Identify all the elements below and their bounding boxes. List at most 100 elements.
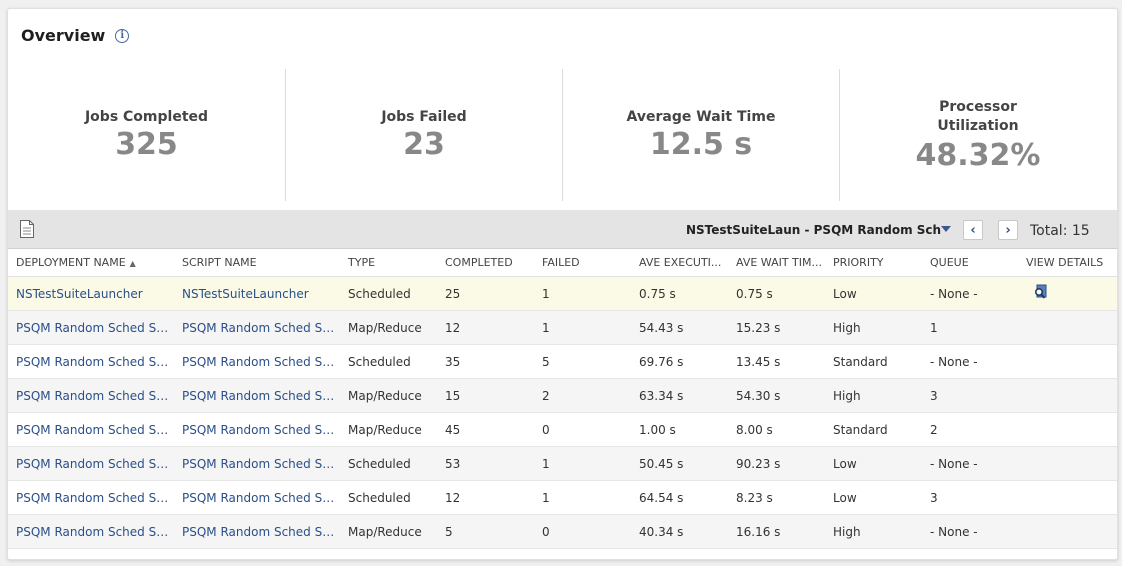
priority-cell: Standard (825, 412, 922, 447)
stat-value: 325 (115, 126, 178, 162)
column-header-failed[interactable]: FAILED (534, 249, 631, 277)
completed-cell: 12 (437, 480, 534, 515)
script-name-link[interactable]: NSTestSuiteLauncher (174, 276, 340, 311)
deployment-name-link[interactable]: PSQM Random Sched Sc... (8, 480, 174, 515)
priority-cell: Low (825, 276, 922, 311)
stat-label: Jobs Failed (381, 108, 467, 125)
prev-page-button[interactable]: ‹ (963, 220, 983, 240)
view-details-icon[interactable] (1033, 284, 1049, 303)
column-header-ave-execution[interactable]: AVE EXECUTI... (631, 249, 728, 277)
sort-ascending-icon: ▲ (129, 259, 136, 268)
stat-processor-utilization: Processor Utilization 48.32% (839, 69, 1116, 201)
ave-wait-cell: 15.23 s (728, 310, 825, 345)
ave-wait-cell: 90.23 s (728, 446, 825, 481)
completed-cell: 12 (437, 310, 534, 345)
queue-cell: 2 (922, 412, 1018, 447)
table-row[interactable]: PSQM Random Sched Sc... PSQM Random Sche… (8, 378, 1117, 413)
deployment-name-link[interactable]: PSQM Random Sched Sc... (8, 310, 174, 345)
script-name-link[interactable]: PSQM Random Sched Sc... (174, 378, 340, 413)
script-name-link[interactable]: PSQM Random Sched Sc... (174, 480, 340, 515)
queue-cell: 3 (922, 378, 1018, 413)
ave-wait-cell: 0.75 s (728, 276, 825, 311)
stat-label: Jobs Completed (84, 108, 209, 125)
next-page-button[interactable]: › (998, 220, 1018, 240)
deployment-name-link[interactable]: PSQM Random Sched Sc... (8, 514, 174, 549)
table-row[interactable]: PSQM Random Sched Sc... PSQM Random Sche… (8, 446, 1117, 481)
queue-cell: - None - (922, 514, 1018, 549)
table-header-row: DEPLOYMENT NAME ▲ SCRIPT NAME TYPE COMPLE… (8, 249, 1117, 277)
table-toolbar: NSTestSuiteLaun - PSQM Random Sch ‹ › To… (8, 210, 1117, 249)
column-header-script[interactable]: SCRIPT NAME (174, 249, 340, 277)
deployment-name-link[interactable]: PSQM Random Sched Sc... (8, 412, 174, 447)
document-icon[interactable] (19, 220, 35, 242)
type-cell: Map/Reduce (340, 310, 437, 345)
info-icon[interactable]: i (115, 28, 130, 43)
stat-label: Average Wait Time (626, 108, 776, 125)
stat-value: 12.5 s (649, 126, 753, 162)
type-cell: Scheduled (340, 344, 437, 379)
stat-average-wait-time: Average Wait Time 12.5 s (562, 69, 839, 201)
deployment-name-link[interactable]: PSQM Random Sched Sc... (8, 344, 174, 379)
ave-exec-cell: 69.76 s (631, 344, 728, 379)
type-cell: Scheduled (340, 276, 437, 311)
overview-card: Overview i Jobs Completed 325 Jobs Faile… (7, 8, 1118, 560)
chevron-left-icon: ‹ (970, 222, 976, 238)
stat-jobs-completed: Jobs Completed 325 (8, 69, 285, 201)
completed-cell: 35 (437, 344, 534, 379)
jobs-table: DEPLOYMENT NAME ▲ SCRIPT NAME TYPE COMPLE… (8, 249, 1117, 549)
ave-wait-cell: 8.00 s (728, 412, 825, 447)
failed-cell: 0 (534, 514, 631, 549)
deployment-selector[interactable]: NSTestSuiteLaun - PSQM Random Sch (686, 223, 942, 237)
ave-wait-cell: 13.45 s (728, 344, 825, 379)
queue-cell: - None - (922, 446, 1018, 481)
table-row[interactable]: PSQM Random Sched Sc... PSQM Random Sche… (8, 412, 1117, 447)
failed-cell: 1 (534, 310, 631, 345)
column-header-priority[interactable]: PRIORITY (825, 249, 922, 277)
table-row[interactable]: PSQM Random Sched Sc... PSQM Random Sche… (8, 310, 1117, 345)
header-label: DEPLOYMENT NAME (16, 256, 126, 269)
script-name-link[interactable]: PSQM Random Sched Sc... (174, 344, 340, 379)
failed-cell: 2 (534, 378, 631, 413)
completed-cell: 5 (437, 514, 534, 549)
ave-exec-cell: 40.34 s (631, 514, 728, 549)
ave-exec-cell: 0.75 s (631, 276, 728, 311)
failed-cell: 0 (534, 412, 631, 447)
column-header-deployment[interactable]: DEPLOYMENT NAME ▲ (8, 249, 174, 277)
failed-cell: 1 (534, 446, 631, 481)
column-header-completed[interactable]: COMPLETED (437, 249, 534, 277)
ave-exec-cell: 1.00 s (631, 412, 728, 447)
stat-value: 23 (403, 126, 445, 162)
table-row[interactable]: PSQM Random Sched Sc... PSQM Random Sche… (8, 480, 1117, 515)
ave-exec-cell: 54.43 s (631, 310, 728, 345)
column-header-type[interactable]: TYPE (340, 249, 437, 277)
priority-cell: Low (825, 446, 922, 481)
deployment-name-link[interactable]: PSQM Random Sched Sc... (8, 446, 174, 481)
completed-cell: 25 (437, 276, 534, 311)
deployment-name-link[interactable]: PSQM Random Sched Sc... (8, 378, 174, 413)
view-details-cell (1018, 446, 1117, 481)
script-name-link[interactable]: PSQM Random Sched Sc... (174, 412, 340, 447)
priority-cell: High (825, 310, 922, 345)
column-header-queue[interactable]: QUEUE (922, 249, 1018, 277)
priority-cell: High (825, 378, 922, 413)
view-details-cell (1018, 344, 1117, 379)
table-row[interactable]: PSQM Random Sched Sc... PSQM Random Sche… (8, 514, 1117, 549)
stat-label: Processor Utilization (937, 98, 1019, 134)
priority-cell: Standard (825, 344, 922, 379)
table-row[interactable]: NSTestSuiteLauncher NSTestSuiteLauncher … (8, 276, 1117, 311)
stat-jobs-failed: Jobs Failed 23 (285, 69, 562, 201)
script-name-link[interactable]: PSQM Random Sched Sc... (174, 446, 340, 481)
page-title: Overview (21, 26, 106, 45)
table-row[interactable]: PSQM Random Sched Sc... PSQM Random Sche… (8, 344, 1117, 379)
caret-down-icon[interactable] (941, 226, 951, 232)
script-name-link[interactable]: PSQM Random Sched Sc... (174, 310, 340, 345)
type-cell: Scheduled (340, 446, 437, 481)
script-name-link[interactable]: PSQM Random Sched Sc... (174, 514, 340, 549)
view-details-cell (1018, 276, 1117, 311)
overview-header: Overview i (21, 26, 130, 45)
deployment-name-link[interactable]: NSTestSuiteLauncher (8, 276, 174, 311)
type-cell: Map/Reduce (340, 412, 437, 447)
ave-exec-cell: 64.54 s (631, 480, 728, 515)
column-header-ave-wait[interactable]: AVE WAIT TIM... (728, 249, 825, 277)
ave-wait-cell: 54.30 s (728, 378, 825, 413)
